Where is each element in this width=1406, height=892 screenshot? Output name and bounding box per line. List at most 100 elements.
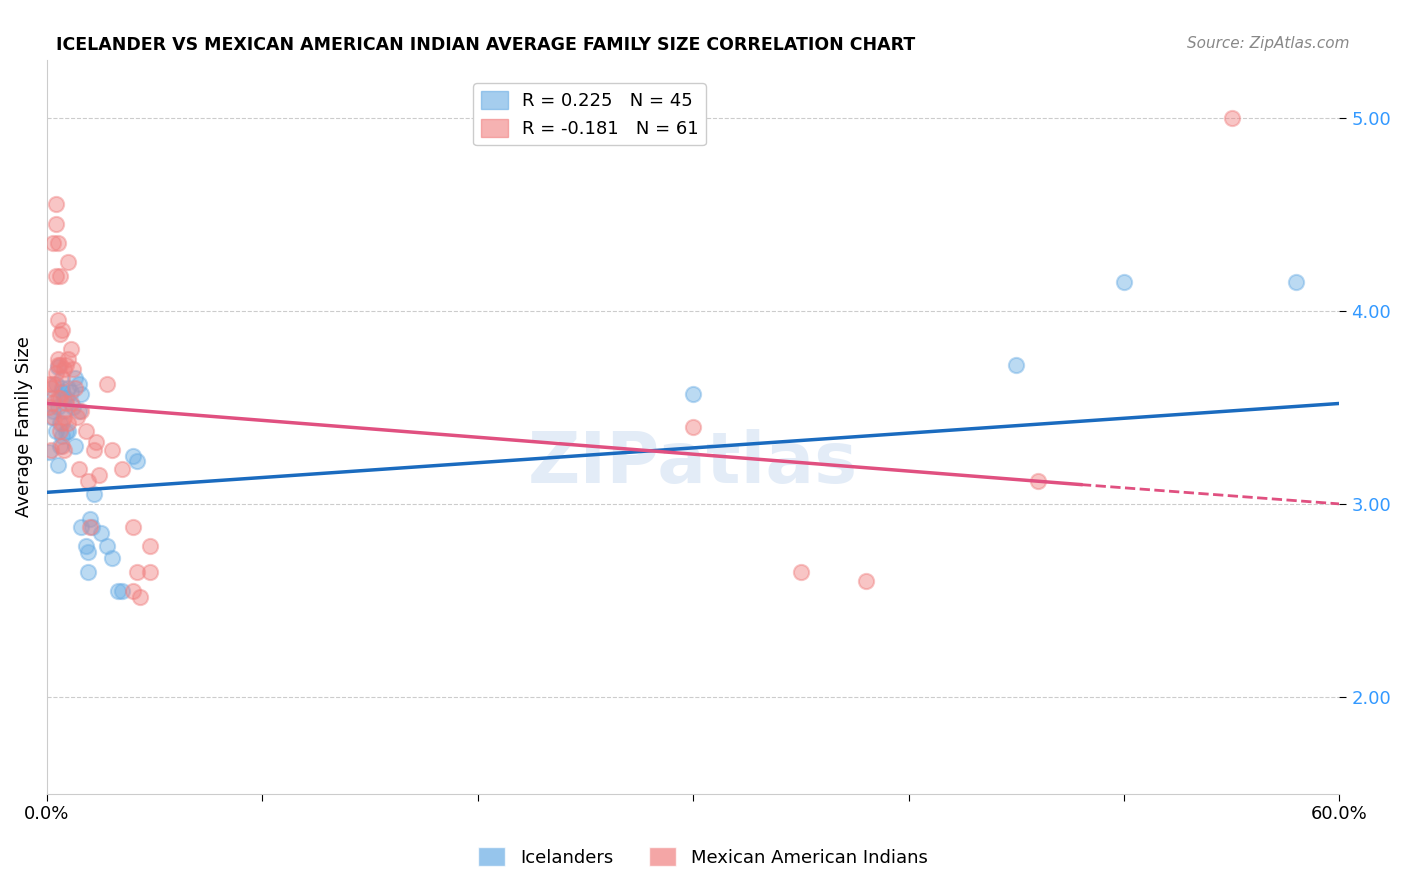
Point: [38, 377, 60, 392]
Point: [55, 358, 77, 372]
Point: [62, 401, 84, 415]
Point: [53, 361, 76, 376]
Point: [38, 444, 60, 458]
Point: [86, 435, 108, 450]
Point: [44, 268, 66, 283]
Point: [49, 358, 72, 372]
Point: [44, 197, 66, 211]
Point: [49, 326, 72, 341]
Point: [58, 381, 80, 395]
Point: [53, 442, 76, 457]
Point: [76, 545, 98, 559]
Point: [46, 359, 69, 374]
Point: [682, 419, 704, 434]
Point: [1112, 275, 1135, 289]
Point: [90, 525, 112, 540]
Point: [111, 462, 134, 476]
Point: [128, 590, 150, 604]
Text: Source: ZipAtlas.com: Source: ZipAtlas.com: [1187, 36, 1350, 51]
Point: [59, 396, 82, 410]
Point: [55, 396, 77, 410]
Point: [1026, 474, 1049, 488]
Point: [100, 551, 122, 566]
Point: [49, 416, 72, 430]
Point: [51, 371, 73, 385]
Point: [51, 384, 73, 399]
Point: [63, 371, 86, 385]
Point: [75, 424, 97, 438]
Point: [87, 467, 110, 482]
Point: [122, 520, 145, 534]
Point: [51, 429, 73, 443]
Point: [122, 583, 145, 598]
Point: [42, 396, 65, 410]
Point: [63, 439, 86, 453]
Point: [682, 386, 704, 401]
Point: [46, 391, 69, 405]
Point: [67, 462, 90, 476]
Y-axis label: Average Family Size: Average Family Size: [15, 336, 32, 517]
Point: [790, 565, 813, 579]
Point: [76, 474, 98, 488]
Legend: R = 0.225   N = 45, R = -0.181   N = 61: R = 0.225 N = 45, R = -0.181 N = 61: [474, 83, 706, 145]
Point: [58, 255, 80, 269]
Point: [53, 404, 76, 418]
Point: [42, 236, 65, 251]
Point: [127, 565, 149, 579]
Point: [70, 386, 93, 401]
Point: [96, 540, 118, 554]
Point: [58, 424, 80, 438]
Point: [100, 442, 122, 457]
Text: ZIPatlas: ZIPatlas: [529, 429, 858, 498]
Point: [55, 425, 77, 440]
Point: [49, 391, 72, 405]
Point: [49, 424, 72, 438]
Point: [139, 540, 162, 554]
Point: [1285, 275, 1308, 289]
Point: [67, 404, 90, 418]
Point: [39, 409, 62, 424]
Point: [46, 358, 69, 372]
Point: [79, 520, 101, 534]
Point: [82, 520, 104, 534]
Point: [39, 381, 62, 395]
Point: [111, 583, 134, 598]
Point: [76, 565, 98, 579]
Point: [55, 391, 77, 405]
Point: [46, 401, 69, 415]
Point: [42, 377, 65, 392]
Point: [44, 377, 66, 392]
Point: [75, 540, 97, 554]
Point: [46, 458, 69, 473]
Point: [58, 351, 80, 366]
Point: [70, 520, 93, 534]
Point: [1005, 358, 1028, 372]
Point: [44, 217, 66, 231]
Legend: Icelanders, Mexican American Indians: Icelanders, Mexican American Indians: [471, 840, 935, 874]
Point: [42, 391, 65, 405]
Point: [855, 574, 877, 589]
Point: [49, 439, 72, 453]
Point: [83, 487, 105, 501]
Point: [66, 409, 89, 424]
Point: [122, 449, 145, 463]
Point: [63, 381, 86, 395]
Point: [59, 343, 82, 357]
Point: [67, 377, 90, 392]
Point: [51, 323, 73, 337]
Point: [107, 583, 129, 598]
Text: ICELANDER VS MEXICAN AMERICAN INDIAN AVERAGE FAMILY SIZE CORRELATION CHART: ICELANDER VS MEXICAN AMERICAN INDIAN AVE…: [56, 36, 915, 54]
Point: [38, 401, 60, 415]
Point: [46, 236, 69, 251]
Point: [42, 409, 65, 424]
Point: [62, 361, 84, 376]
Point: [39, 442, 62, 457]
Point: [83, 442, 105, 457]
Point: [96, 377, 118, 392]
Point: [1220, 111, 1243, 125]
Point: [51, 439, 73, 453]
Point: [51, 381, 73, 395]
Point: [53, 409, 76, 424]
Point: [59, 384, 82, 399]
Point: [70, 404, 93, 418]
